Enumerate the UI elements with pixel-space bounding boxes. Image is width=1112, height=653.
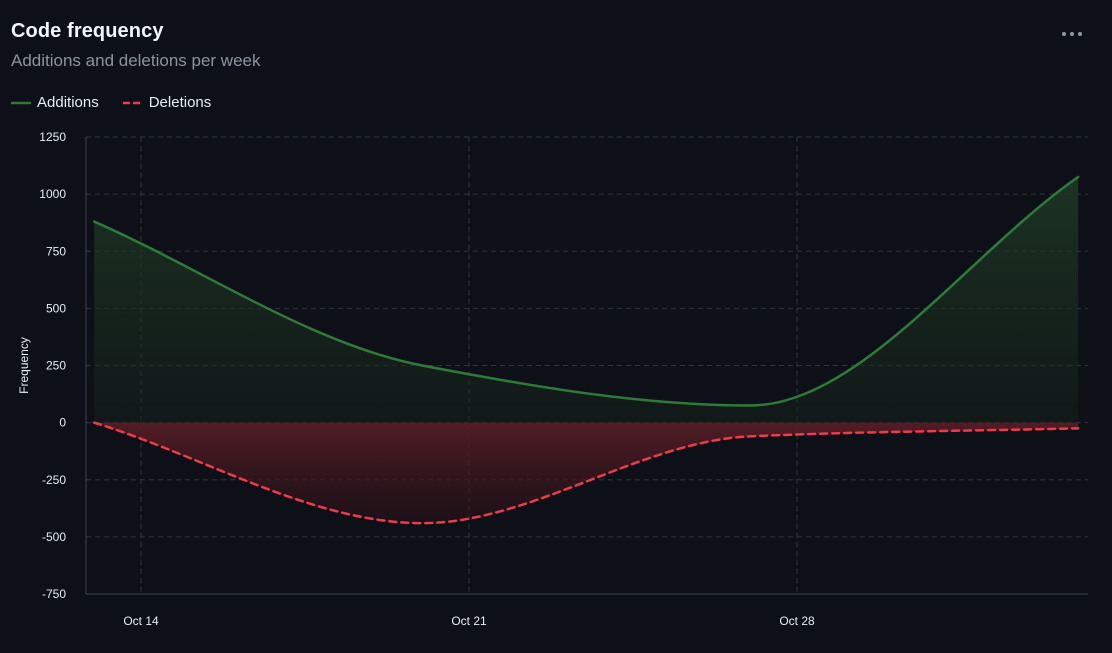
additions-data-point[interactable] [1073, 172, 1083, 182]
y-tick-label: 250 [46, 359, 66, 373]
additions-data-point[interactable] [745, 400, 755, 410]
more-options-button[interactable] [1056, 22, 1088, 46]
deletions-data-point[interactable] [417, 518, 427, 528]
deletions-data-point[interactable] [745, 431, 755, 441]
additions-legend-line-icon [11, 101, 31, 104]
y-tick-label: 0 [59, 416, 66, 430]
y-tick-label: -250 [42, 473, 66, 487]
chart-subtitle: Additions and deletions per week [11, 51, 261, 70]
deletions-data-point[interactable] [1073, 423, 1083, 433]
y-axis-label: Frequency [17, 337, 31, 394]
additions-data-point[interactable] [417, 361, 427, 371]
deletions-area [94, 422, 1079, 524]
x-tick-label: Oct 21 [451, 614, 487, 628]
y-tick-label: -500 [42, 530, 66, 544]
additions-data-point[interactable] [89, 217, 99, 227]
legend-label-additions: Additions [37, 94, 99, 111]
y-tick-label: 1000 [39, 187, 66, 201]
kebab-horizontal-icon [1062, 32, 1082, 36]
deletions-data-point[interactable] [89, 418, 99, 428]
chart-title: Code frequency [11, 20, 164, 42]
y-tick-label: 1250 [39, 130, 66, 144]
x-tick-label: Oct 14 [123, 614, 159, 628]
y-tick-label: 500 [46, 301, 66, 315]
legend-item-additions[interactable]: Additions [11, 94, 99, 111]
deletions-series-line[interactable] [92, 421, 1080, 525]
additions-series-line[interactable] [92, 175, 1080, 407]
deletions-legend-dashed-line-icon [122, 101, 143, 104]
x-tick-label: Oct 28 [779, 614, 815, 628]
y-tick-label: 750 [46, 244, 66, 258]
y-tick-label: -750 [42, 587, 66, 601]
legend-item-deletions[interactable]: Deletions [122, 94, 212, 111]
additions-area [94, 176, 1079, 423]
legend-label-deletions: Deletions [148, 94, 212, 111]
chart-legend: Additions Deletions [11, 94, 235, 111]
